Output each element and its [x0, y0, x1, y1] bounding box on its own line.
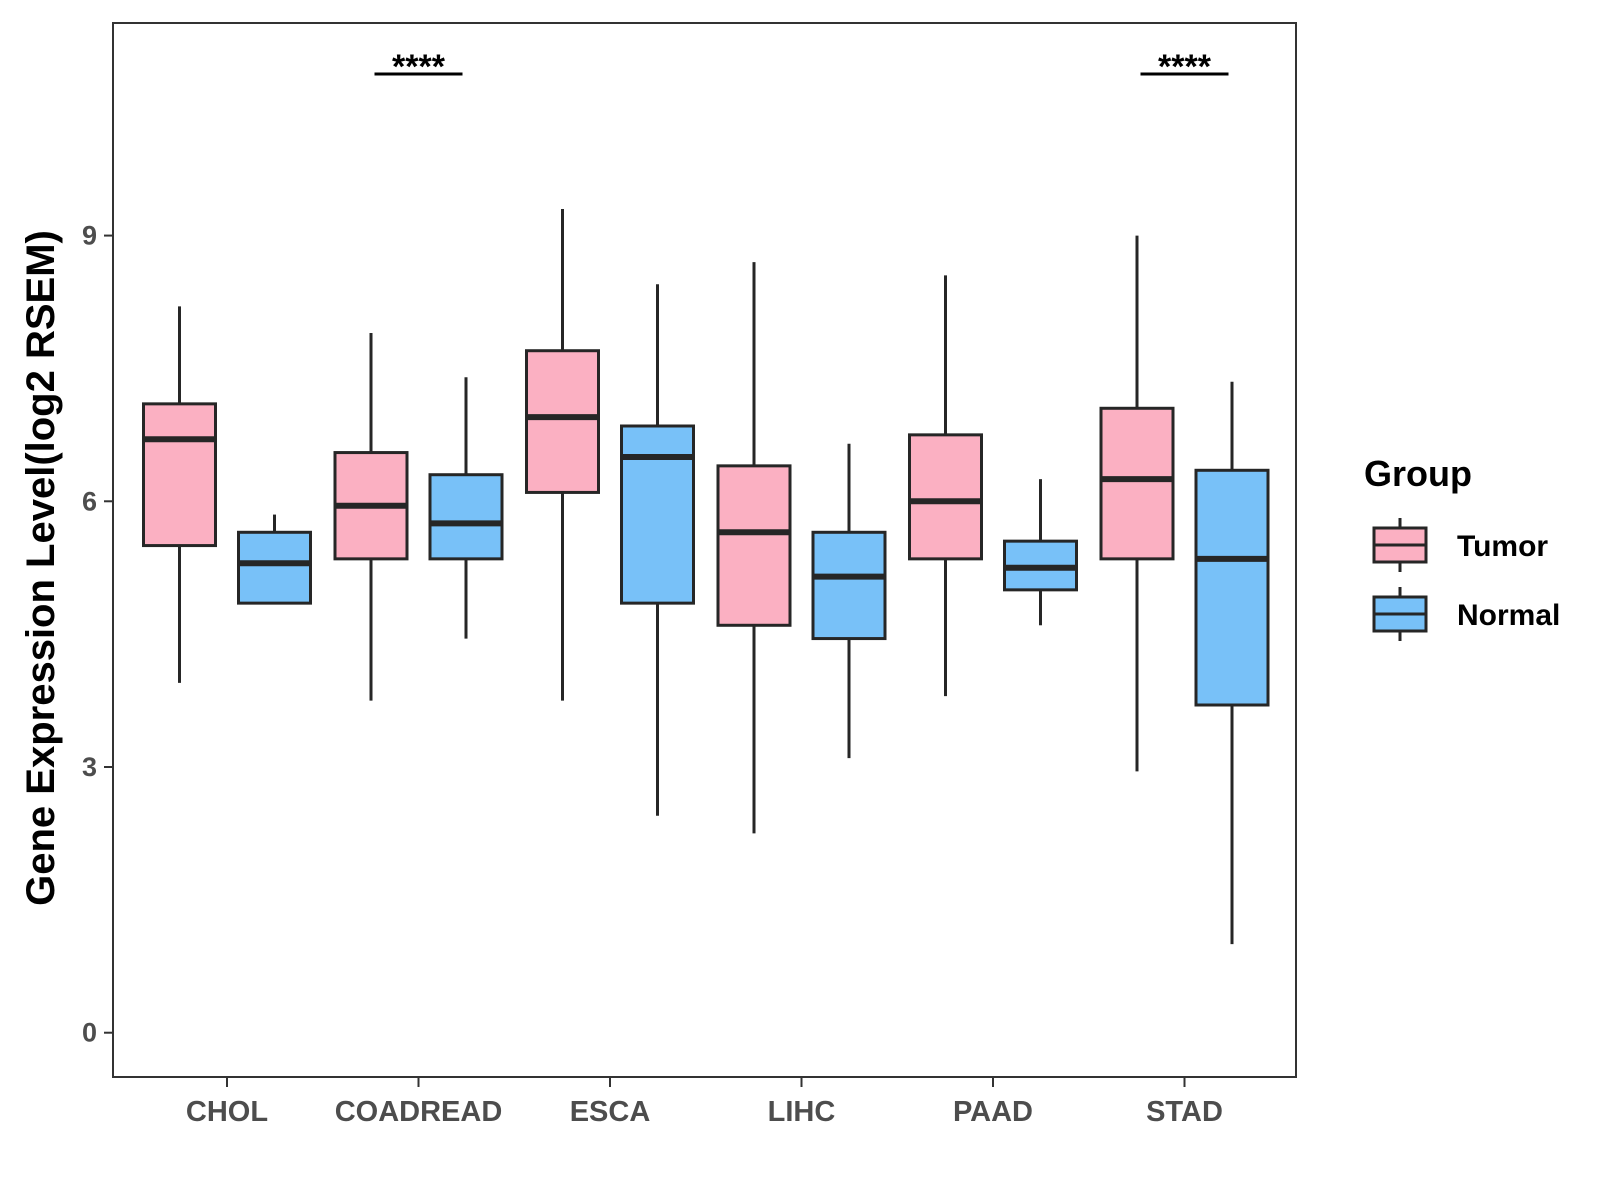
box-tumor-coadread [333, 333, 409, 701]
box-iqr [1099, 406, 1175, 561]
box-normal-lihc [811, 443, 887, 759]
box-iqr [811, 530, 887, 641]
x-tick-label: PAAD [953, 1096, 1033, 1128]
x-tick-label: STAD [1146, 1096, 1223, 1128]
y-tick-label: 3 [82, 752, 97, 782]
y-tick-label: 0 [82, 1018, 97, 1048]
box-iqr [142, 402, 217, 548]
legend-label-tumor: Tumor [1457, 530, 1548, 563]
y-tick-label: 9 [82, 221, 97, 251]
box-normal-esca [620, 284, 695, 816]
significance-layer: **** **** [374, 48, 1229, 86]
box-normal-stad [1194, 381, 1270, 945]
box-tumor-paad [908, 275, 983, 697]
significance-label: **** [392, 48, 446, 86]
box-iqr [237, 530, 312, 605]
x-tick-label: CHOL [186, 1096, 268, 1128]
box-iqr [525, 349, 600, 494]
box-iqr [620, 424, 695, 605]
box-tumor-lihc [716, 262, 792, 834]
y-axis-title: Gene Expression Level(log2 RSEM) [19, 230, 63, 906]
y-tick-label: 6 [82, 486, 97, 516]
box-layer [142, 209, 1270, 945]
box-tumor-esca [525, 209, 600, 701]
legend-title: Group [1364, 453, 1472, 494]
box-iqr [716, 464, 792, 627]
x-tick-label: ESCA [570, 1096, 651, 1128]
x-tick-label: LIHC [768, 1096, 836, 1128]
x-tick-label: COADREAD [335, 1096, 503, 1128]
y-axis: 0 3 6 9 [82, 221, 113, 1048]
box-normal-coadread [428, 377, 504, 639]
box-iqr [908, 433, 983, 561]
box-iqr [428, 473, 504, 561]
box-iqr [1194, 468, 1270, 707]
x-axis: CHOL COADREAD ESCA LIHC PAAD STAD [186, 1077, 1223, 1128]
legend: Group Tumor Normal [1364, 453, 1560, 641]
significance-label: **** [1158, 48, 1212, 86]
box-tumor-chol [142, 306, 217, 683]
box-tumor-stad [1099, 235, 1175, 772]
box-normal-paad [1003, 479, 1078, 626]
legend-label-normal: Normal [1457, 599, 1560, 632]
box-normal-chol [237, 514, 312, 605]
